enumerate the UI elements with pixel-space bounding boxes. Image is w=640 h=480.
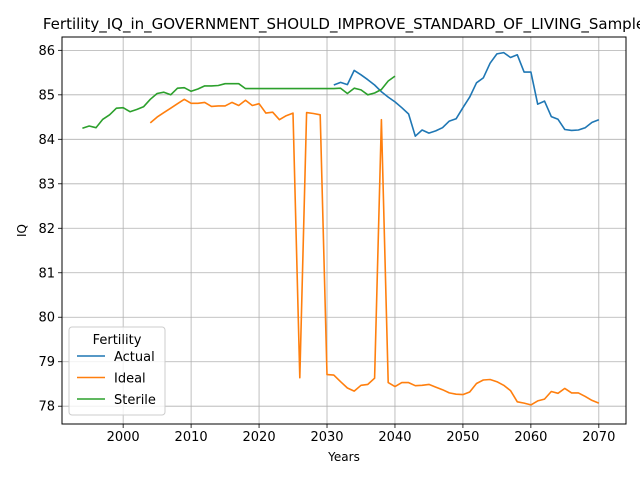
x-tick-label: 2010 xyxy=(175,430,208,445)
chart-title: Fertility_IQ_in_GOVERNMENT_SHOULD_IMPROV… xyxy=(43,15,640,34)
legend-label-sterile: Sterile xyxy=(114,393,156,408)
y-tick-label: 85 xyxy=(38,88,55,103)
legend-label-ideal: Ideal xyxy=(114,372,146,387)
series-line-actual xyxy=(333,51,600,137)
series-lines xyxy=(82,51,600,406)
plot-frame xyxy=(61,36,627,425)
legend-title: Fertility xyxy=(93,333,142,348)
x-tick-label: 2060 xyxy=(514,430,547,445)
x-tick-label: 2040 xyxy=(378,430,411,445)
y-axis-ticks: 78 79 80 81 82 83 84 85 86 xyxy=(38,44,62,415)
series-line-ideal xyxy=(149,98,600,406)
x-tick-label: 2000 xyxy=(107,430,140,445)
x-tick-label: 2070 xyxy=(582,430,615,445)
y-axis-label: IQ xyxy=(15,224,29,237)
y-tick-label: 86 xyxy=(38,44,55,59)
y-tick-label: 80 xyxy=(38,311,55,326)
y-tick-label: 78 xyxy=(38,400,55,415)
y-tick-label: 79 xyxy=(38,355,55,370)
y-tick-label: 82 xyxy=(38,222,55,237)
y-tick-label: 83 xyxy=(38,177,55,192)
series-line-sterile xyxy=(82,75,396,129)
y-tick-label: 81 xyxy=(38,266,55,281)
x-axis-ticks: 2000 2010 2020 2030 2040 2050 2060 2070 xyxy=(107,424,615,445)
y-tick-label: 84 xyxy=(38,133,55,148)
legend: Fertility Actual Ideal Sterile xyxy=(68,326,166,416)
legend-box xyxy=(68,326,166,416)
grid-lines xyxy=(62,37,626,424)
x-axis-label: Years xyxy=(327,450,360,464)
x-tick-label: 2050 xyxy=(446,430,479,445)
x-tick-label: 2030 xyxy=(310,430,343,445)
legend-label-actual: Actual xyxy=(114,350,155,365)
x-tick-label: 2020 xyxy=(243,430,276,445)
